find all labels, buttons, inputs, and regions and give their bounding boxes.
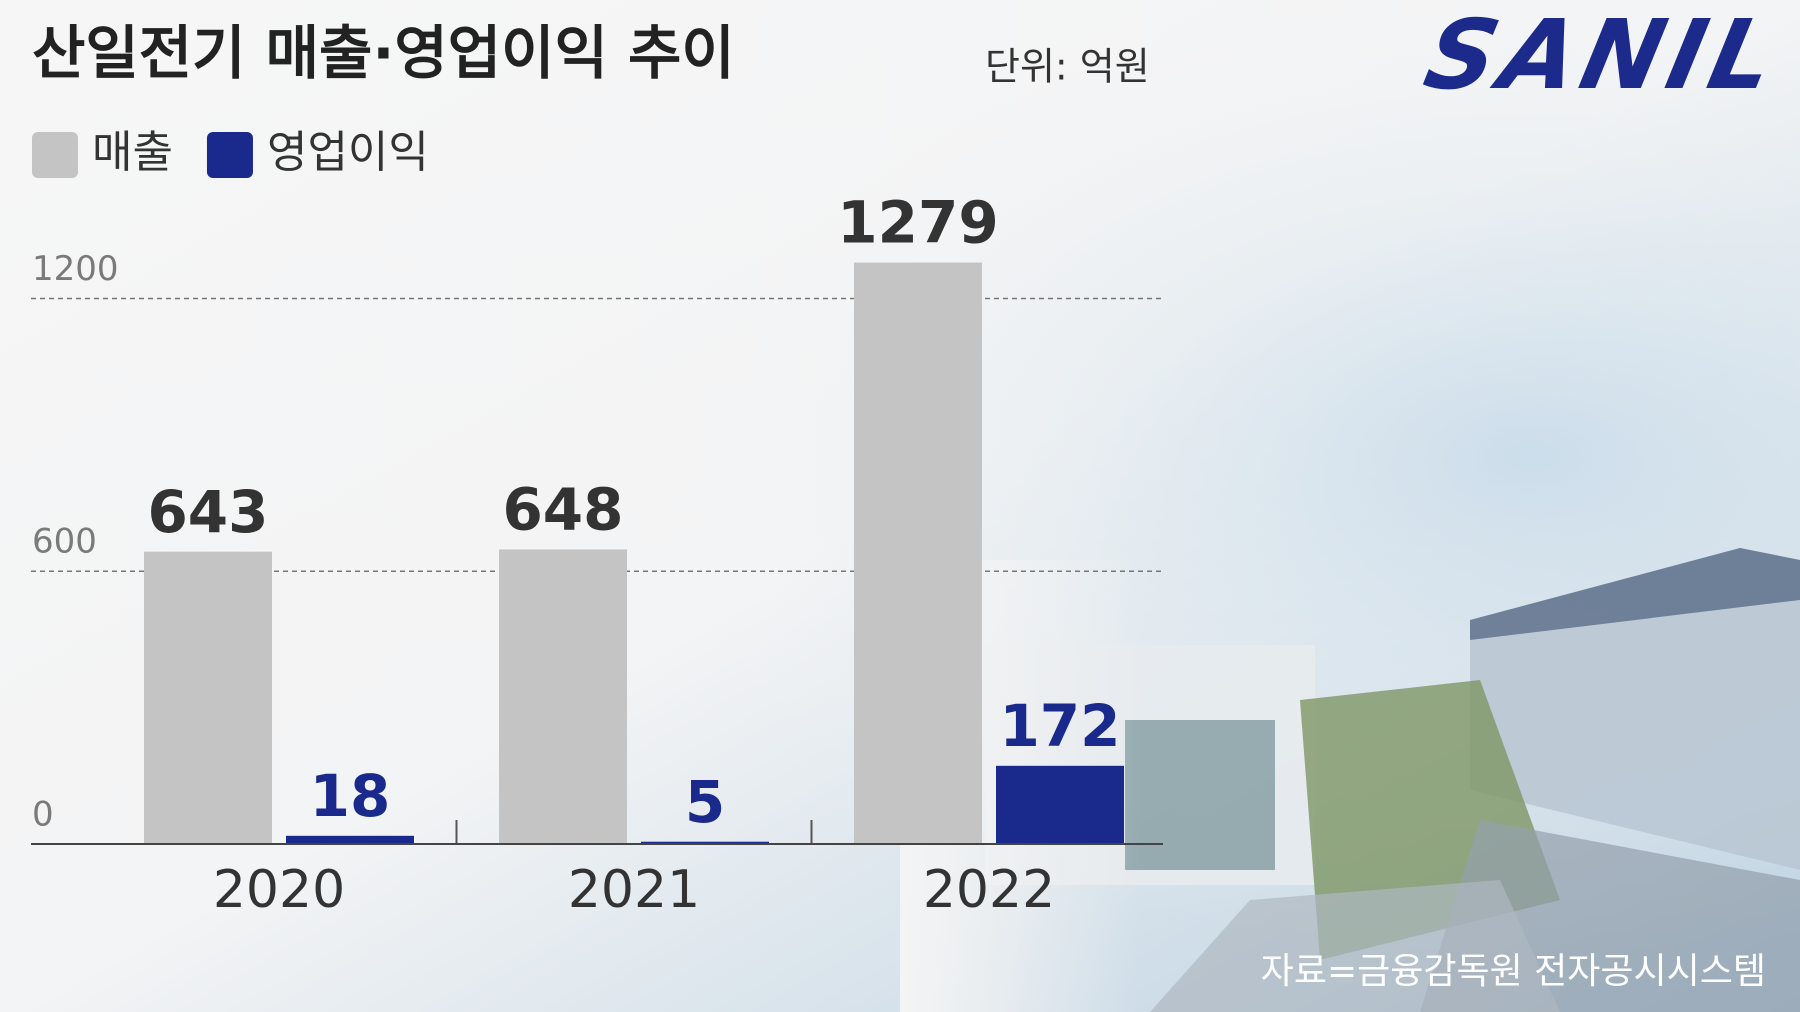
bar — [641, 841, 769, 844]
x-tick-label: 2021 — [568, 860, 700, 920]
value-label: 5 — [685, 768, 725, 836]
x-tick-label: 2020 — [213, 860, 345, 920]
bar — [499, 549, 627, 844]
value-label: 648 — [502, 476, 623, 544]
x-tick-label: 2022 — [923, 860, 1055, 920]
value-label: 643 — [147, 478, 268, 546]
source: 자료=금융감독원 전자공시시스템 — [1261, 951, 1766, 992]
value-label: 18 — [310, 762, 391, 830]
legend-label: 매출 — [92, 127, 173, 178]
y-tick-label: 1200 — [32, 249, 119, 289]
value-label: 1279 — [837, 189, 998, 257]
legend-swatch — [206, 132, 253, 178]
value-label: 172 — [999, 692, 1120, 760]
chart-subtitle: 단위: 억원 — [985, 45, 1150, 89]
chart-title: 산일전기 매출·영업이익 추이 — [32, 19, 735, 87]
y-tick-label: 0 — [32, 795, 54, 835]
legend-label: 영업이익 — [267, 127, 429, 178]
logo: SANIL — [1416, 0, 1790, 111]
bar — [144, 551, 272, 844]
bar — [996, 765, 1124, 844]
bar — [854, 262, 982, 844]
bar — [286, 835, 414, 844]
legend-swatch — [32, 132, 78, 178]
y-tick-label: 600 — [32, 522, 97, 562]
